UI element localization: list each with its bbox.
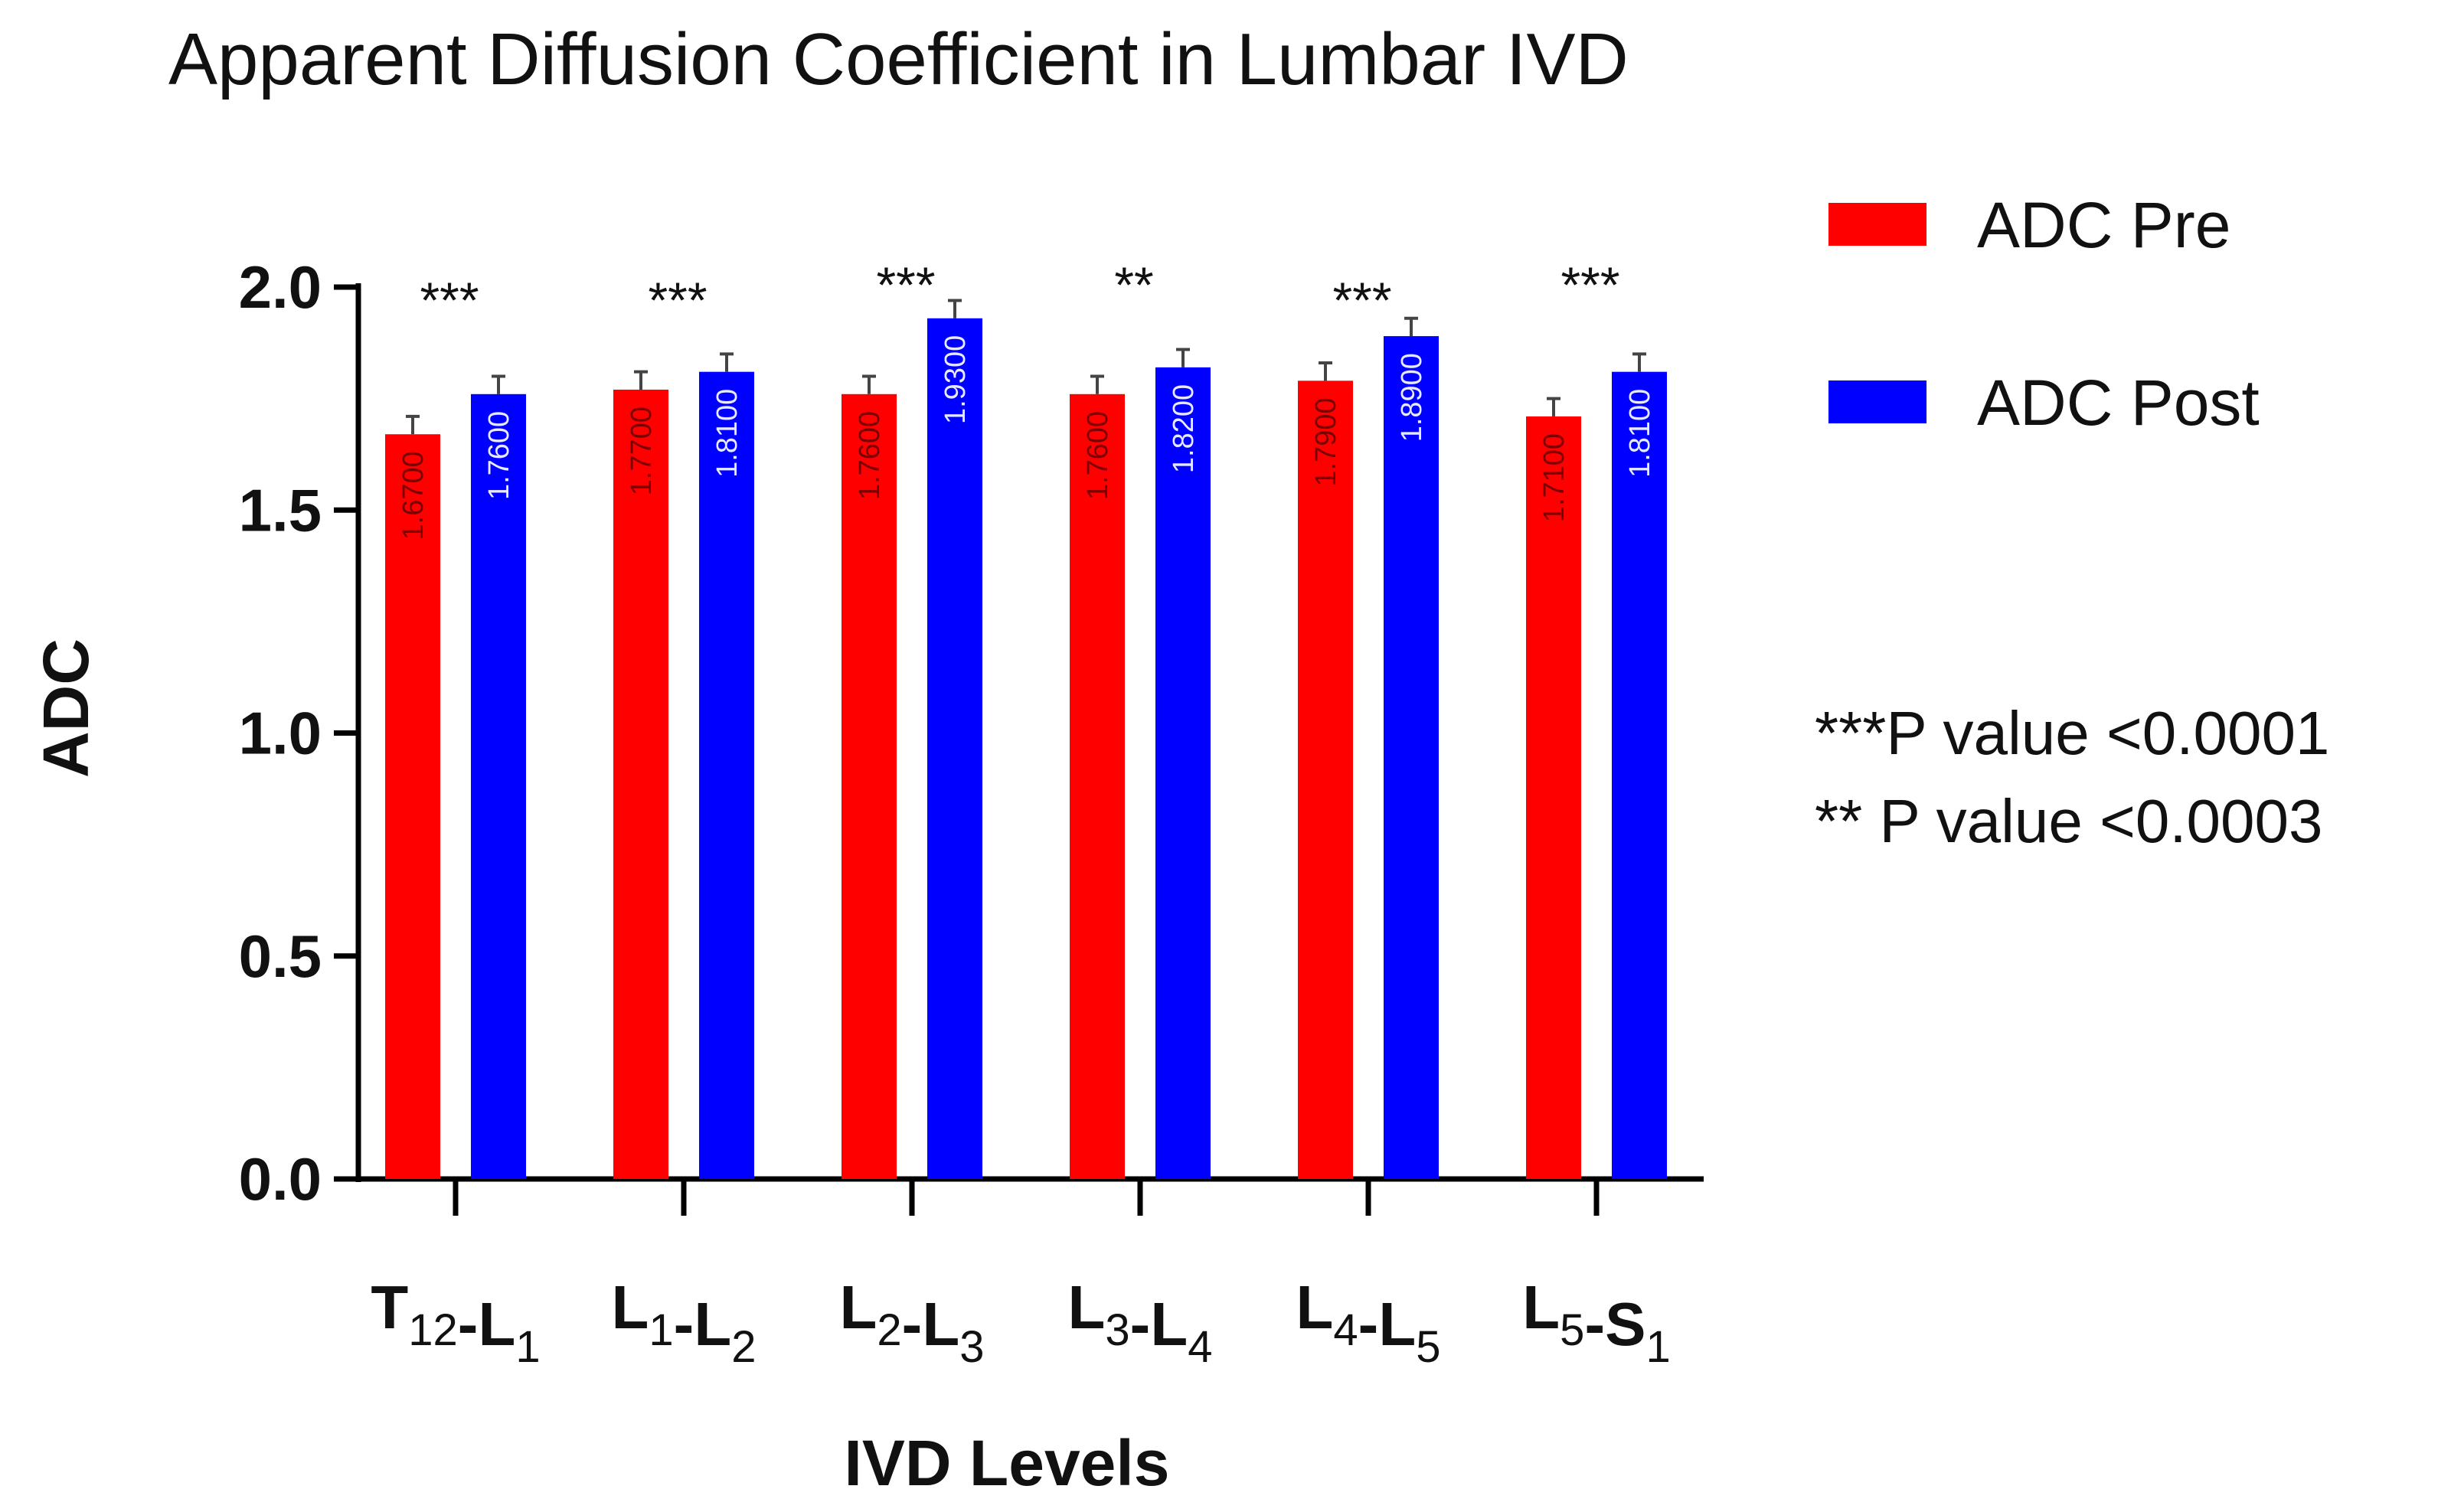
significance-marker: *** [876, 256, 935, 313]
y-tick-label: 1.0 [239, 700, 322, 767]
plot-area: 0.0 0.5 1.0 1.5 2.0 T12-L1 1.6700 1.7600 *** L1-L… [239, 253, 1704, 1372]
annotation-note-1: ***P value <0.0001 [1815, 699, 2329, 767]
x-tick-label: L1-L2 [612, 1273, 757, 1372]
bar-pre [385, 434, 440, 1179]
bar-value-label: 1.8100 [1624, 389, 1656, 478]
bar-value-label: 1.7100 [1538, 433, 1570, 522]
bar-pre [1070, 394, 1125, 1179]
legend: ADC Pre ADC Post [1828, 189, 2260, 439]
x-axis-label: IVD Levels [845, 1427, 1170, 1499]
annotation-note-2: ** P value <0.0003 [1815, 787, 2323, 855]
legend-swatch-pre [1828, 203, 1926, 246]
bar-pre [842, 394, 897, 1179]
x-tick-label: L2-L3 [840, 1273, 985, 1372]
bar-post [699, 371, 754, 1179]
bar-value-label: 1.7600 [483, 411, 515, 500]
bar-value-label: 1.7600 [1082, 411, 1114, 500]
y-tick-label: 1.5 [239, 476, 322, 544]
significance-marker: *** [1332, 272, 1391, 328]
significance-marker: *** [648, 272, 707, 328]
x-tick-label: L5-S1 [1522, 1273, 1670, 1372]
significance-marker: *** [420, 272, 479, 328]
bar-value-label: 1.8100 [711, 389, 743, 478]
bar-pre [1298, 380, 1353, 1180]
significance-marker: ** [1114, 256, 1153, 313]
significance-marker: *** [1560, 256, 1619, 313]
x-tick-label: L4-L5 [1296, 1273, 1441, 1372]
bar-value-label: 1.7600 [854, 411, 886, 500]
bar-post [1155, 367, 1211, 1180]
legend-label-pre: ADC Pre [1977, 189, 2230, 261]
bar-post [1612, 371, 1667, 1179]
legend-label-post: ADC Post [1977, 367, 2260, 439]
y-tick-label: 0.5 [239, 923, 322, 990]
bar-value-label: 1.7700 [626, 407, 658, 495]
x-tick-label: T12-L1 [371, 1273, 540, 1372]
bar-post [471, 394, 526, 1179]
legend-swatch-post [1828, 380, 1926, 423]
bar-value-label: 1.9300 [940, 335, 972, 424]
bar-pre [613, 389, 668, 1180]
bar-post [1384, 336, 1439, 1180]
bar-value-label: 1.7900 [1310, 397, 1342, 486]
significance-notes: ***P value <0.0001 ** P value <0.0003 [1815, 699, 2329, 855]
y-axis-label: ADC [30, 638, 102, 778]
x-tick-label: L3-L4 [1068, 1273, 1213, 1372]
bar-value-label: 1.8200 [1168, 384, 1200, 473]
bar-post [927, 318, 982, 1179]
chart-title: Apparent Diffusion Coefficient in Lumbar… [168, 18, 1629, 100]
bar-value-label: 1.6700 [397, 451, 430, 540]
bar-value-label: 1.8900 [1396, 353, 1428, 442]
y-tick-label: 2.0 [239, 253, 322, 321]
bar-pre [1526, 416, 1581, 1179]
y-tick-label: 0.0 [239, 1145, 322, 1213]
